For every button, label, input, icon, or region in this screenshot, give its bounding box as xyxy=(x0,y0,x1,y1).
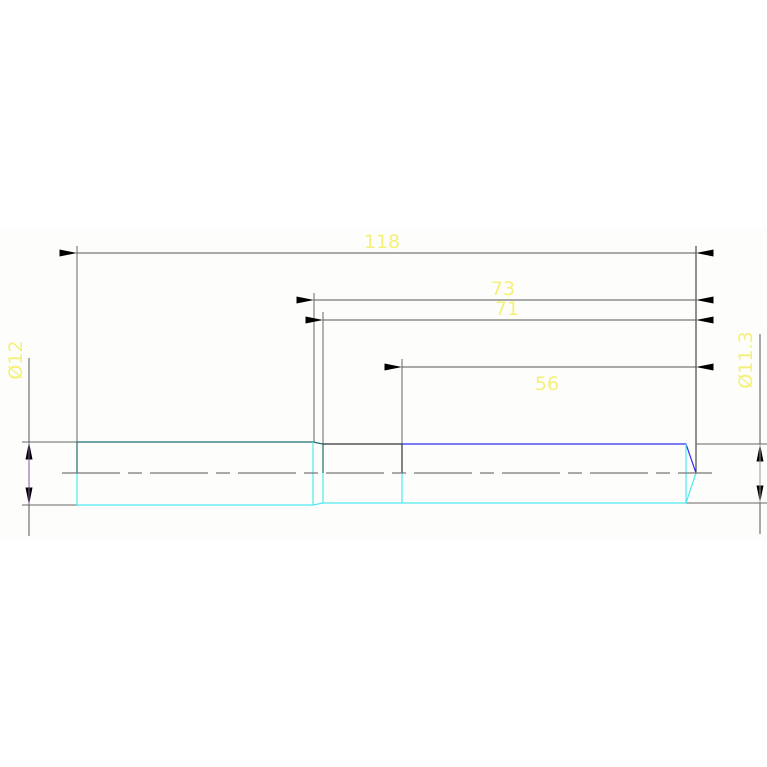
dim-text-diameter-left: Ø12 xyxy=(5,340,27,379)
drawing-area xyxy=(0,228,767,540)
dim-text-56: 56 xyxy=(535,373,559,395)
dim-text-118: 118 xyxy=(364,231,400,253)
dim-text-71: 71 xyxy=(495,298,519,320)
dimension-lines xyxy=(25,249,764,536)
dim-text-73: 73 xyxy=(491,278,515,300)
dim-text-diameter-right: Ø11.3 xyxy=(735,331,757,388)
